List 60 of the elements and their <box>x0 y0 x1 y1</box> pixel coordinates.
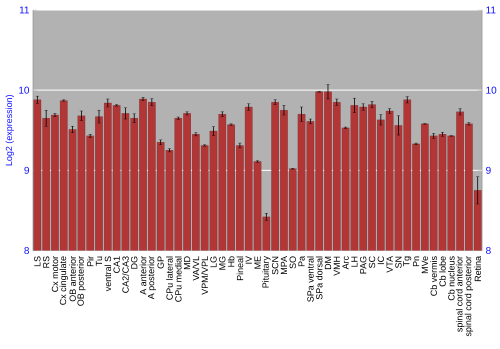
x-tick-label: GP <box>157 256 164 268</box>
x-tick-label: LS <box>34 256 41 266</box>
x-tick-label: Cb nucleus <box>448 256 455 300</box>
x-tick-label: CA1 <box>113 256 120 273</box>
x-tick-label: DG <box>131 256 138 268</box>
x-tick-label: OB anterior <box>69 256 76 302</box>
y-tick-label: 10 <box>19 86 30 94</box>
x-tick-label: Arc <box>342 256 349 270</box>
x-tick-label: RS <box>42 256 50 268</box>
x-tick-label: OB posterior <box>77 256 86 306</box>
x-tick-label: CPu lateral <box>166 256 173 300</box>
x-tick-label: VMH <box>334 256 340 276</box>
y2-tick-label: 11 <box>486 6 496 14</box>
x-tick-label: A anterior <box>140 256 146 295</box>
x-tick-label: Cx cingulate <box>60 256 68 305</box>
x-tick-label: MPA <box>280 256 288 274</box>
x-tick-label: SC <box>368 256 376 268</box>
x-tick-label: SPa ventral <box>307 256 314 302</box>
x-tick-label: VTA <box>386 256 393 272</box>
x-tick-label: SPa dorsal <box>316 256 322 300</box>
x-tick-label: ventral S <box>104 256 112 292</box>
x-tick-label: ME <box>254 256 261 268</box>
x-tick-label: Tu <box>96 256 102 266</box>
x-tick-label: LH <box>351 256 358 266</box>
x-tick-label: MVe <box>422 256 428 273</box>
y2-tick-label: 10 <box>486 86 496 94</box>
x-tick-label: VA/VL <box>192 256 200 280</box>
y-tick-label: 11 <box>20 6 29 14</box>
x-tick-label: Pituitary <box>262 256 271 288</box>
x-tick-label: CPu medial <box>174 256 182 302</box>
x-tick-label: Hb <box>228 256 234 266</box>
x-tick-label: Pn <box>412 256 420 266</box>
y2-tick-label: 8 <box>486 246 491 254</box>
x-tick-label: DM <box>324 256 332 269</box>
x-tick-label: IV <box>246 256 252 264</box>
y-tick-label: 8 <box>24 246 30 254</box>
x-tick-label: Retina <box>474 256 481 281</box>
x-tick-label: PAG <box>360 256 366 274</box>
x-tick-label: Cb lobe <box>439 256 446 286</box>
x-tick-label: Pineal <box>236 256 244 280</box>
x-tick-label: Cx motor <box>52 256 58 292</box>
x-tick-label: Pa <box>298 256 305 266</box>
x-tick-label: SCN <box>272 256 278 274</box>
x-tick-label: MD <box>184 256 190 269</box>
x-tick-label: SN <box>395 256 402 268</box>
x-tick-label: A posterior <box>148 256 156 300</box>
x-tick-label: CA2/CA3 <box>122 256 129 293</box>
x-tick-label: Pir <box>86 256 94 266</box>
y-axis-title: Log2 (expression) <box>6 94 14 166</box>
x-tick-label: spinal cord anterior <box>456 256 464 332</box>
x-tick-label: Tg <box>403 256 412 266</box>
x-tick-label: VPM/VPL <box>201 256 208 295</box>
y2-tick-label: 9 <box>486 166 491 174</box>
x-tick-label: SO <box>290 256 296 268</box>
y-tick-label: 9 <box>24 166 29 174</box>
x-tick-label: IC <box>378 256 384 264</box>
x-tick-label: MG <box>219 256 226 270</box>
x-tick-label: Cb vermis <box>430 256 437 296</box>
x-tick-label: spinal cord posterior <box>464 256 474 336</box>
x-tick-label: LG <box>210 256 217 267</box>
